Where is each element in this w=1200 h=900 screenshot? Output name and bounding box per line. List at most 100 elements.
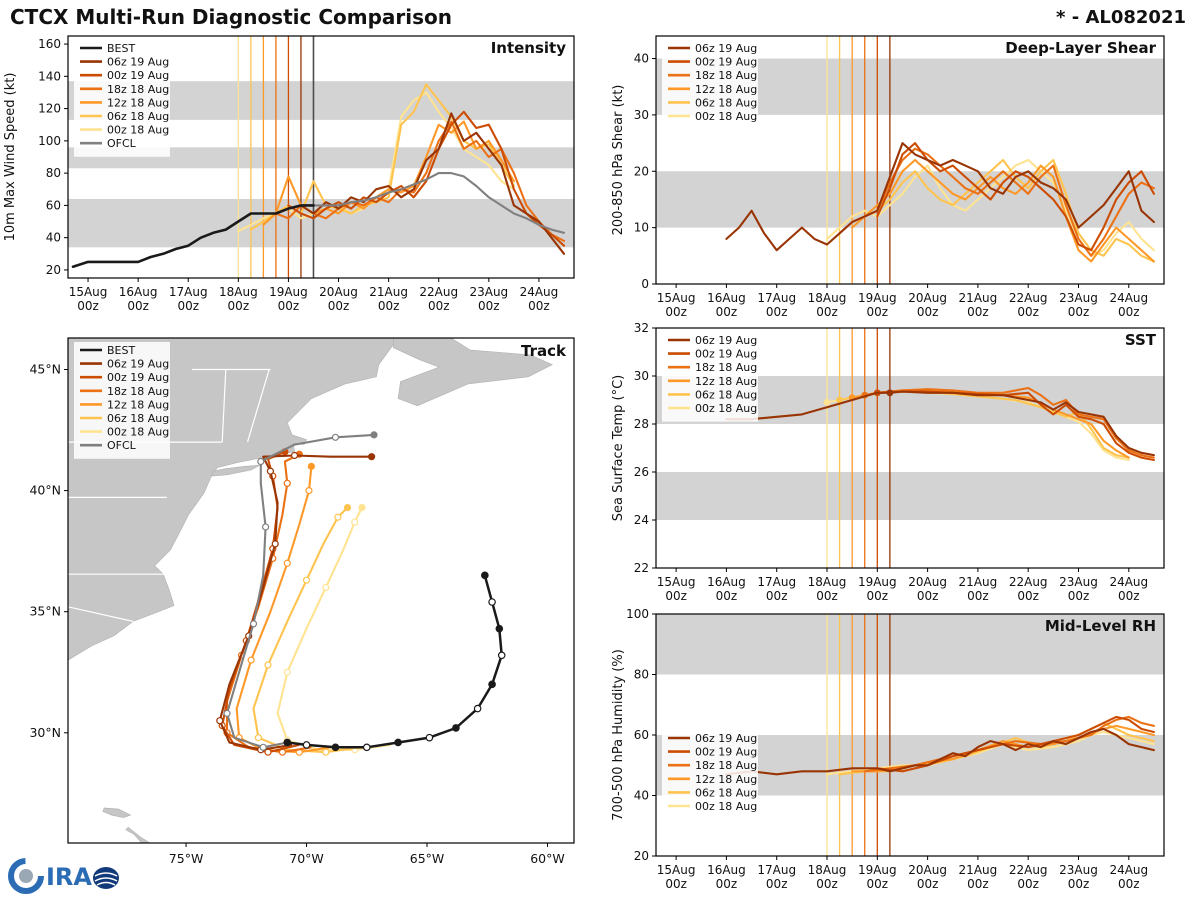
track-point-best bbox=[488, 598, 496, 606]
track-point-r0018 bbox=[283, 668, 291, 676]
x-tick-label-hour: 00z bbox=[867, 589, 889, 603]
legend-label-r1218: 12z 18 Aug bbox=[107, 96, 169, 109]
x-tick-label-hour: 00z bbox=[528, 299, 550, 313]
x-tick-label-hour: 00z bbox=[766, 589, 788, 603]
track-point-r0018 bbox=[358, 503, 366, 512]
legend-label-r0618: 06z 18 Aug bbox=[695, 786, 757, 799]
state-boundary-line bbox=[68, 606, 134, 622]
y-axis-label: 10m Max Wind Speed (kt) bbox=[3, 73, 18, 242]
x-tick-label-hour: 00z bbox=[917, 877, 939, 891]
track-point-r0619 bbox=[216, 717, 224, 725]
legend-label-best: BEST bbox=[107, 42, 135, 55]
legend-label-r1818: 18z 18 Aug bbox=[107, 385, 169, 398]
track-point-ofcl bbox=[370, 431, 378, 439]
intensity-chart: 2040608010012014016015Aug00z16Aug00z17Au… bbox=[3, 35, 575, 313]
x-tick-label-hour: 00z bbox=[478, 299, 500, 313]
intensity-panel: 20 40 60 80 100 120 140 160 15Aug 00z 16Aug 00z 17Au… bbox=[0, 26, 592, 330]
lat-tick-label: 30°N bbox=[29, 725, 61, 740]
rammb-globe-waves bbox=[94, 872, 118, 886]
x-tick-label-date: 15Aug bbox=[657, 863, 696, 877]
x-tick-label-hour: 00z bbox=[1068, 589, 1090, 603]
track-point-best bbox=[331, 743, 340, 752]
init-dot-r0619 bbox=[886, 389, 894, 397]
lat-tick-label: 45°N bbox=[29, 361, 61, 376]
lon-tick-label: 70°W bbox=[289, 851, 324, 866]
legend-label-r0019: 00z 19 Aug bbox=[107, 371, 169, 384]
y-axis-label: 200-850 hPa Shear (kt) bbox=[611, 85, 626, 236]
legend-label-r1218: 12z 18 Aug bbox=[695, 773, 757, 786]
state-boundary-line bbox=[221, 369, 227, 443]
track-point-ofcl bbox=[223, 709, 231, 718]
track-point-r1818 bbox=[283, 479, 291, 487]
x-tick-label-date: 24Aug bbox=[1109, 291, 1148, 305]
panel-title: Track bbox=[521, 342, 567, 360]
x-tick-label-date: 20Aug bbox=[908, 575, 947, 589]
x-tick-label-hour: 00z bbox=[917, 589, 939, 603]
legend-label-r0019: 00z 19 Aug bbox=[695, 348, 757, 361]
legend-label-r0018: 00z 18 Aug bbox=[107, 426, 169, 439]
track-point-best bbox=[495, 624, 504, 633]
x-tick-label-date: 15Aug bbox=[657, 575, 696, 589]
x-tick-label-date: 21Aug bbox=[959, 575, 998, 589]
x-tick-label-hour: 00z bbox=[816, 589, 838, 603]
track-point-best bbox=[452, 724, 460, 732]
legend-label-r0018: 00z 18 Aug bbox=[695, 800, 757, 813]
lon-tick-label: 60°W bbox=[530, 851, 565, 866]
x-tick-label-date: 16Aug bbox=[119, 285, 158, 299]
track-point-r0619 bbox=[271, 540, 279, 548]
x-tick-label-hour: 00z bbox=[867, 305, 889, 319]
y-tick-label: 10 bbox=[634, 221, 649, 235]
y-tick-label: 30 bbox=[634, 108, 649, 122]
land-polygon bbox=[392, 338, 554, 407]
x-tick-label-hour: 00z bbox=[816, 305, 838, 319]
series-line-r0019 bbox=[287, 110, 566, 247]
x-tick-label-date: 21Aug bbox=[959, 863, 998, 877]
panel-title: Intensity bbox=[491, 39, 567, 57]
track-point-best bbox=[283, 738, 292, 747]
x-tick-label-date: 18Aug bbox=[219, 285, 258, 299]
shaded-band bbox=[68, 147, 574, 169]
x-tick-label-date: 18Aug bbox=[808, 575, 847, 589]
x-tick-label-date: 23Aug bbox=[469, 285, 508, 299]
x-tick-label-date: 23Aug bbox=[1059, 575, 1098, 589]
track-point-ofcl bbox=[249, 620, 258, 628]
x-tick-label-hour: 00z bbox=[967, 877, 989, 891]
track-point-r0018 bbox=[322, 583, 330, 592]
x-tick-label-hour: 00z bbox=[816, 877, 838, 891]
track-panel: 75°W 70°W 65°W 60°W 30°N 35°N 40°N 45°N Track BES… bbox=[0, 330, 592, 882]
state-boundary-line bbox=[246, 369, 270, 443]
x-tick-label-hour: 00z bbox=[378, 299, 400, 313]
init-dot-r0018 bbox=[823, 399, 831, 406]
y-tick-label: 40 bbox=[46, 231, 61, 245]
track-point-r1218 bbox=[307, 462, 315, 470]
x-tick-label-hour: 00z bbox=[917, 305, 939, 319]
shaded-band bbox=[656, 614, 1164, 675]
track-point-r0619 bbox=[266, 467, 274, 475]
lat-tick-label: 35°N bbox=[29, 604, 61, 619]
x-tick-label-hour: 00z bbox=[766, 305, 788, 319]
track-point-best bbox=[481, 571, 489, 580]
x-tick-label-date: 17Aug bbox=[757, 291, 796, 305]
x-tick-label-date: 23Aug bbox=[1059, 291, 1098, 305]
x-tick-label-hour: 00z bbox=[428, 299, 450, 313]
track-point-ofcl bbox=[259, 743, 267, 751]
series-line-r0018 bbox=[825, 730, 1155, 776]
series-line-r0618 bbox=[838, 158, 1155, 263]
track-point-r0618 bbox=[302, 576, 311, 584]
series-line-r1818 bbox=[863, 386, 1155, 459]
track-line-ofcl bbox=[225, 433, 375, 749]
y-tick-label: 60 bbox=[634, 728, 649, 742]
cira-globe-inner bbox=[19, 869, 33, 883]
y-tick-label: 40 bbox=[634, 789, 649, 803]
legend-label-r0018: 00z 18 Aug bbox=[107, 124, 169, 137]
y-tick-label: 100 bbox=[626, 607, 649, 621]
x-tick-label-hour: 00z bbox=[1118, 589, 1140, 603]
x-tick-label-date: 16Aug bbox=[707, 575, 746, 589]
legend-label-r0619: 06z 19 Aug bbox=[695, 334, 757, 347]
track-point-r0619 bbox=[368, 453, 376, 461]
land-polygon bbox=[125, 826, 151, 843]
